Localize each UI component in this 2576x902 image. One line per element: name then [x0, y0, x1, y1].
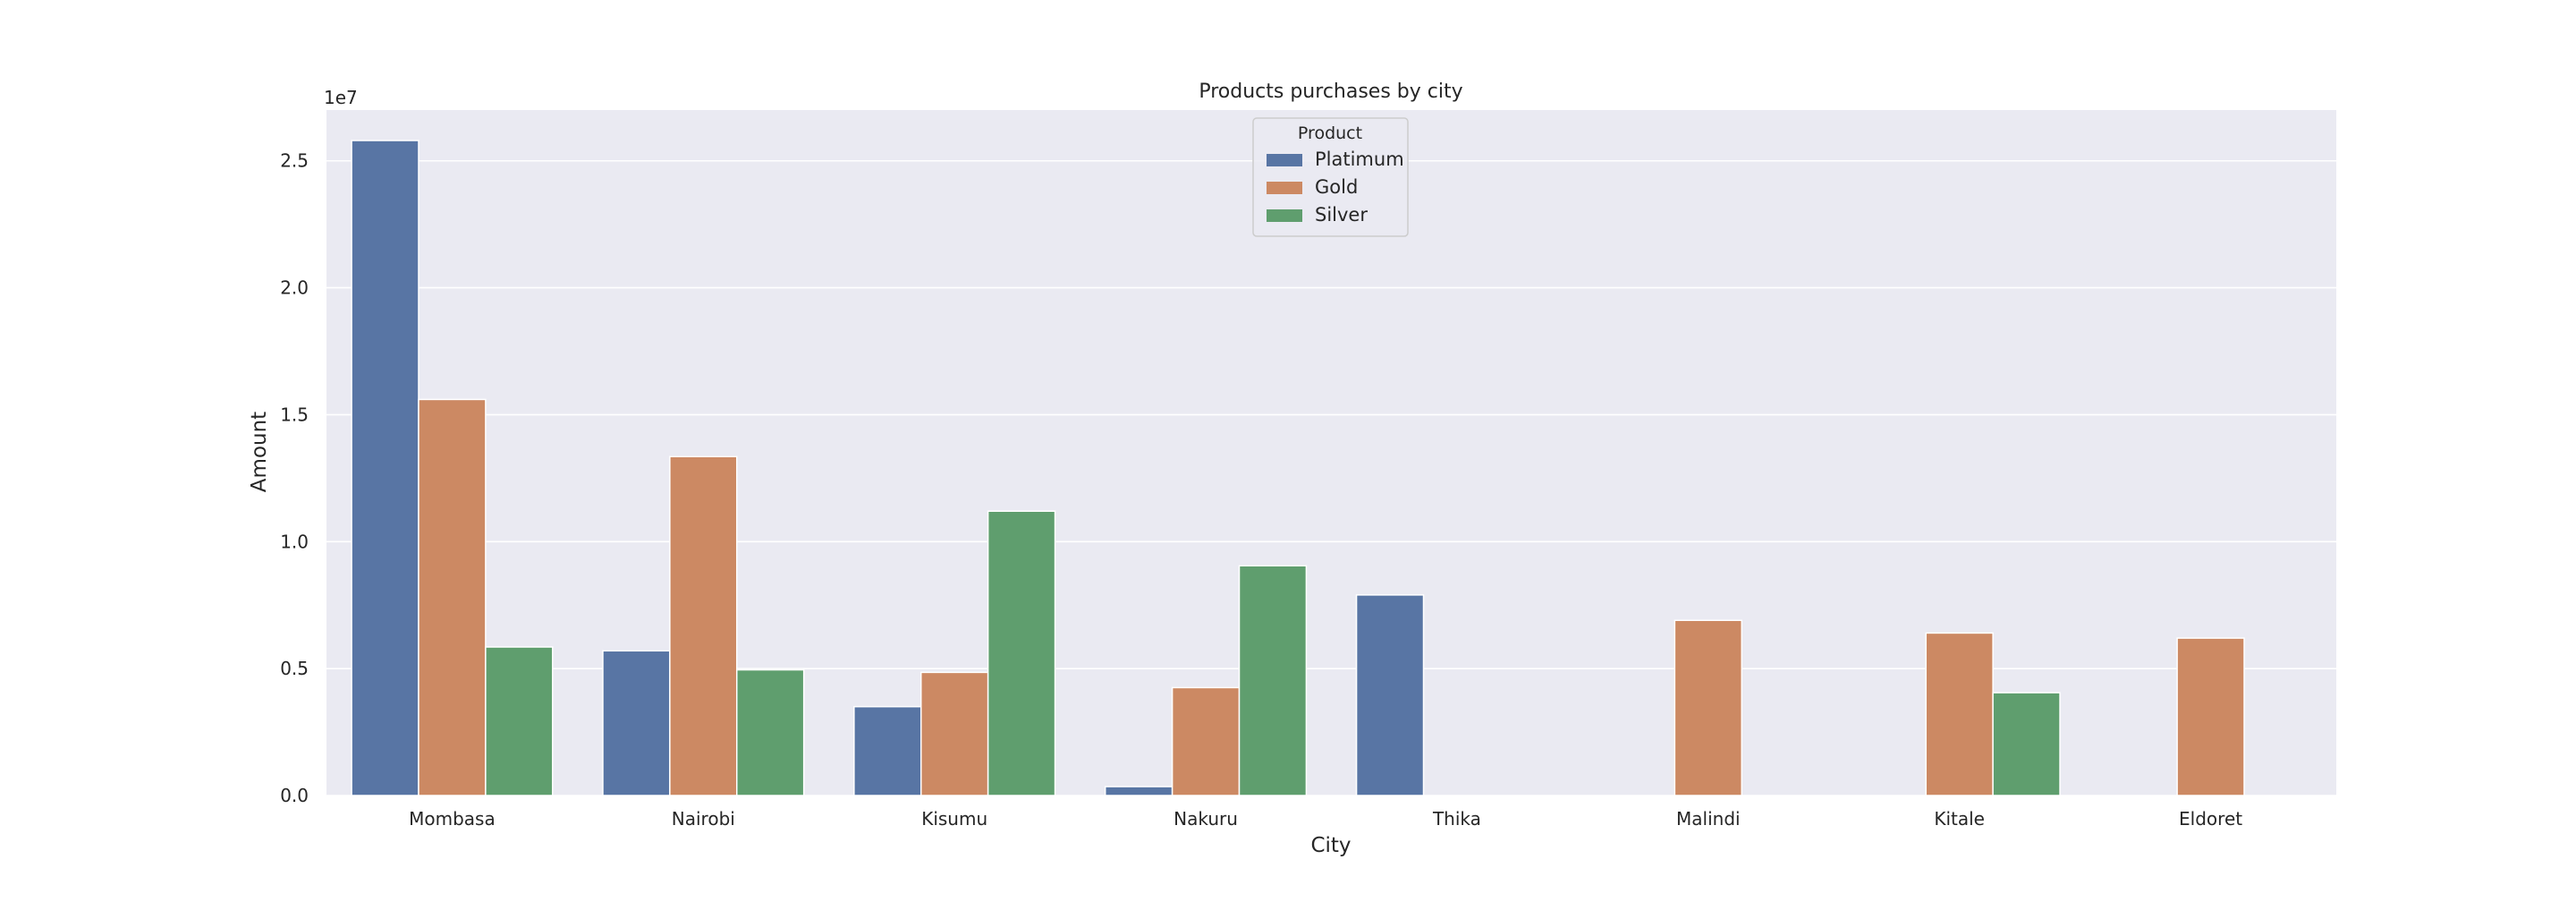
x-tick-label: Nairobi [672, 808, 735, 830]
bar-silver-kisumu [987, 510, 1056, 796]
x-tick-label: Kisumu [921, 808, 987, 830]
y-tick-label: 0.0 [280, 785, 309, 806]
y-tick-label: 2.0 [280, 277, 309, 299]
bar-platimum-nairobi [602, 650, 671, 796]
x-axis-ticks: Mombasa Nairobi Kisumu Nakuru Thika Malindi Ki… [409, 808, 2242, 830]
bar-gold-kitale [1925, 632, 1994, 796]
y-tick-label: 1.5 [280, 404, 309, 425]
legend: Product Platimum Gold Silver [1252, 117, 1409, 237]
x-tick-label: Mombasa [409, 808, 496, 830]
y-tick-label: 1.0 [280, 531, 309, 552]
x-axis-label: City [1310, 834, 1351, 857]
chart-title: Products purchases by city [1199, 81, 1462, 103]
bar-silver-nairobi [736, 668, 805, 796]
legend-swatch [1267, 209, 1302, 222]
bar-gold-mombasa [418, 398, 487, 796]
bar-platimum-kisumu [853, 705, 922, 796]
legend-items: Platimum Gold Silver [1267, 149, 1404, 226]
bar-gold-kisumu [919, 671, 989, 796]
bar-platimum-thika [1355, 594, 1425, 796]
y-axis-ticks: 0.0 0.5 1.0 1.5 2.0 2.5 [280, 150, 309, 806]
x-tick-label: Eldoret [2179, 808, 2242, 830]
x-tick-label: Kitale [1934, 808, 1985, 830]
bar-gold-malindi [1674, 619, 1743, 796]
legend-title: Product [1298, 123, 1362, 143]
y-offset-label: 1e7 [324, 87, 358, 108]
x-tick-label: Malindi [1676, 808, 1741, 830]
bar-silver-kitale [1992, 692, 2061, 796]
legend-swatch [1267, 182, 1302, 194]
bar-gold-eldoret [2176, 637, 2245, 796]
legend-label: Silver [1315, 204, 1368, 226]
bar-gold-nakuru [1171, 686, 1241, 796]
bar-platimum-nakuru [1104, 786, 1174, 796]
legend-swatch [1267, 154, 1302, 166]
x-tick-label: Thika [1432, 808, 1481, 830]
bar-gold-nairobi [669, 455, 738, 796]
y-tick-label: 0.5 [280, 658, 309, 679]
bar-silver-nakuru [1238, 565, 1308, 796]
legend-label: Gold [1315, 176, 1358, 198]
x-tick-label: Nakuru [1174, 808, 1238, 830]
y-axis-label: Amount [248, 412, 271, 492]
bars [351, 140, 2245, 796]
bar-platimum-mombasa [351, 140, 419, 796]
y-tick-label: 2.5 [280, 150, 309, 172]
bar-silver-mombasa [485, 646, 554, 796]
legend-label: Platimum [1315, 149, 1404, 170]
legend-box [1252, 117, 1409, 237]
